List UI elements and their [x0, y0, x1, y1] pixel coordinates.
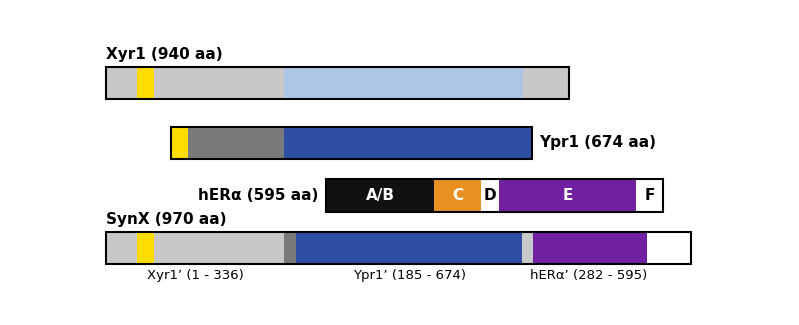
Bar	[106, 67, 137, 99]
Text: Xyr1 (940 aa): Xyr1 (940 aa)	[106, 46, 223, 61]
Bar	[326, 179, 435, 212]
Bar	[171, 127, 532, 159]
Bar	[635, 179, 663, 212]
Text: F: F	[644, 188, 654, 203]
Text: SynX (970 aa): SynX (970 aa)	[106, 212, 227, 227]
Bar	[533, 232, 647, 264]
Text: C: C	[452, 188, 463, 203]
Text: Ypr1’ (185 - 674): Ypr1’ (185 - 674)	[353, 269, 466, 282]
Bar	[522, 232, 533, 264]
Text: Xyr1’ (1 - 336): Xyr1’ (1 - 336)	[148, 269, 244, 282]
Bar	[171, 127, 189, 159]
Bar	[137, 67, 154, 99]
Bar	[137, 232, 154, 264]
Bar	[296, 232, 522, 264]
Text: hERα’ (282 - 595): hERα’ (282 - 595)	[531, 269, 648, 282]
Text: D: D	[483, 188, 496, 203]
Bar	[154, 67, 284, 99]
Bar	[189, 127, 284, 159]
Text: hERα (595 aa): hERα (595 aa)	[198, 188, 319, 203]
Bar	[284, 127, 532, 159]
Bar	[435, 179, 481, 212]
Text: Ypr1 (674 aa): Ypr1 (674 aa)	[539, 135, 657, 150]
Bar	[326, 179, 663, 212]
Bar	[647, 232, 690, 264]
Bar	[284, 67, 523, 99]
Bar	[106, 67, 569, 99]
Bar	[106, 232, 690, 264]
Text: E: E	[562, 188, 573, 203]
Bar	[499, 179, 635, 212]
Bar	[154, 232, 284, 264]
Bar	[481, 179, 499, 212]
Bar	[523, 67, 569, 99]
Text: A/B: A/B	[366, 188, 395, 203]
Bar	[106, 232, 137, 264]
Bar	[284, 232, 296, 264]
